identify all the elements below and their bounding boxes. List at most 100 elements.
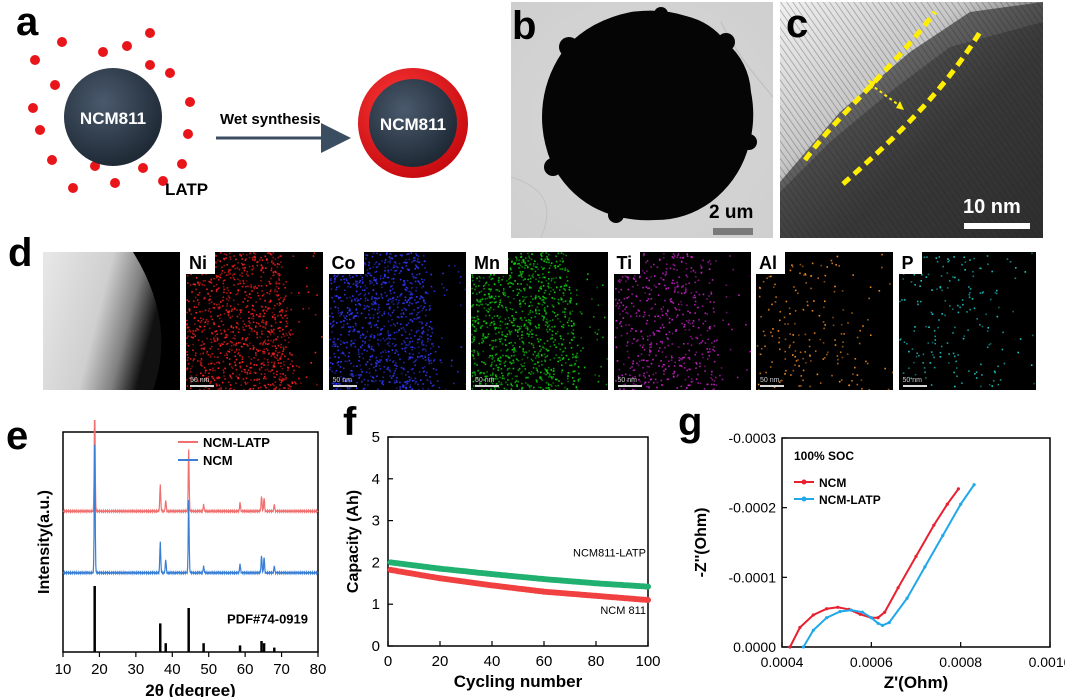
plot-frame: [62, 431, 319, 653]
y-axis-label: Capacity (Ah): [345, 490, 362, 593]
scale-bar: [964, 223, 1030, 229]
scale-bar: [713, 228, 753, 235]
x-tick-label: 60: [536, 653, 553, 670]
series-line: [62, 444, 319, 576]
scale-bar: [475, 385, 499, 387]
coated-core-label: NCM811: [380, 115, 446, 134]
y-tick-label: -0.0002: [729, 500, 777, 516]
y-tick-label: 2: [372, 554, 380, 571]
x-tick-label: 70: [273, 661, 290, 678]
legend-marker: [801, 496, 807, 502]
x-tick-label: 20: [432, 653, 449, 670]
data-point: [896, 586, 900, 590]
data-point: [883, 610, 887, 614]
coated-core: [369, 79, 457, 167]
data-point: [811, 613, 815, 617]
scale-bar-text: 50 nm: [332, 377, 352, 384]
x-tick-label: 40: [484, 653, 501, 670]
panel-letter-c: c: [786, 2, 809, 46]
data-point: [956, 487, 960, 491]
data-point: [869, 616, 873, 620]
x-tick-label: 0.0004: [761, 654, 804, 670]
ncm811-core: [64, 68, 162, 166]
eds-map-ni: Ni 50 nm: [186, 252, 323, 390]
scale-bar-text: 50 nm: [475, 377, 495, 384]
panel-letter-f: f: [343, 400, 357, 444]
xrd-chart: 10 20 30 40 50 60 70 80 2θ (degree) Intensity(a.u…: [36, 420, 327, 697]
scale-bar-text: 50 nm: [902, 377, 922, 384]
x-axis-label: Cycling number: [454, 672, 583, 691]
y-tick-label: -0.0001: [729, 569, 777, 585]
reference-label: PDF#74-0919: [227, 611, 308, 626]
x-tick-label: 80: [588, 653, 605, 670]
legend-label: NCM: [819, 476, 846, 490]
x-tick-label: 0.0006: [850, 654, 893, 670]
scale-bar-text: 10 nm: [963, 196, 1021, 218]
coating-schematic: NCM811 LATP Wet synthesis NCM811: [28, 28, 468, 199]
latp-particles: [28, 28, 195, 193]
y-axis-label: -Z''(Ohm): [693, 508, 710, 578]
x-tick-label: 0: [384, 653, 392, 670]
data-point: [788, 645, 792, 649]
x-tick-label: 30: [128, 661, 145, 678]
data-point: [941, 533, 945, 538]
scale-bar: [190, 385, 214, 387]
particle: [542, 10, 754, 221]
arrow-label: Wet synthesis: [220, 111, 321, 128]
y-tick-label: 3: [372, 513, 380, 530]
eds-map-label: Ti: [613, 252, 641, 274]
eds-map-co: Co 50 nm: [328, 252, 466, 390]
data-point: [645, 597, 651, 604]
data-point: [825, 616, 829, 620]
coating-thickness-markers: [802, 10, 983, 186]
scale-bar: [760, 385, 784, 387]
data-point: [887, 621, 891, 625]
data-point: [858, 612, 862, 616]
scale-bar-text: 50 nm: [760, 377, 780, 384]
panel-letter-b: b: [512, 4, 537, 48]
y-tick-label: 1: [372, 596, 380, 613]
scale-bar: [617, 385, 642, 387]
tem-image-particle: 2 um: [511, 2, 773, 238]
data-point: [905, 596, 909, 600]
x-tick-label: 40: [164, 661, 181, 678]
series-line: [789, 488, 960, 648]
data-point: [801, 645, 805, 649]
data-point: [645, 583, 651, 590]
chart-title: 100% SOC: [794, 449, 854, 463]
x-axis-label: Z'(Ohm): [884, 673, 948, 692]
data-point: [876, 621, 880, 625]
plot-frame: [781, 437, 1051, 648]
legend-label: NCM-LATP: [203, 435, 270, 450]
x-tick-label: 80: [310, 661, 327, 678]
x-tick-label: 20: [91, 661, 108, 678]
legend-marker: [801, 479, 807, 485]
series-label: NCM811-LATP: [573, 548, 646, 560]
cycling-chart: 0 20 40 60 80 100 0 1 2 3 4 5 Cycling number Capacity…: [345, 429, 661, 691]
x-axis-label: 2θ (degree): [145, 681, 235, 697]
y-axis-label: Intensity(a.u.): [36, 490, 53, 594]
panel-letter-a: a: [16, 0, 39, 44]
data-point: [914, 554, 918, 558]
eds-map-label: Ni: [186, 252, 215, 274]
panel-letter-g: g: [678, 400, 703, 444]
scale-bar-text: 50 nm: [190, 377, 210, 384]
haadf-image: [43, 252, 180, 390]
panel-letter-e: e: [6, 414, 29, 458]
panel-letter-d: d: [8, 231, 33, 275]
data-point: [825, 607, 829, 611]
eds-map-label: Mn: [471, 252, 508, 274]
data-point: [838, 609, 842, 614]
plot-frame: [387, 436, 649, 647]
eds-map-label: Co: [328, 252, 364, 274]
data-point: [945, 502, 949, 506]
core-label: NCM811: [80, 109, 146, 128]
x-tick-label: 10: [55, 661, 72, 678]
legend-label: NCM-LATP: [819, 493, 881, 507]
hrtem-image: 10 nm: [780, 2, 1043, 238]
data-point: [959, 502, 963, 506]
x-tick-label: 60: [237, 661, 254, 678]
eds-map-label: Al: [756, 252, 785, 274]
